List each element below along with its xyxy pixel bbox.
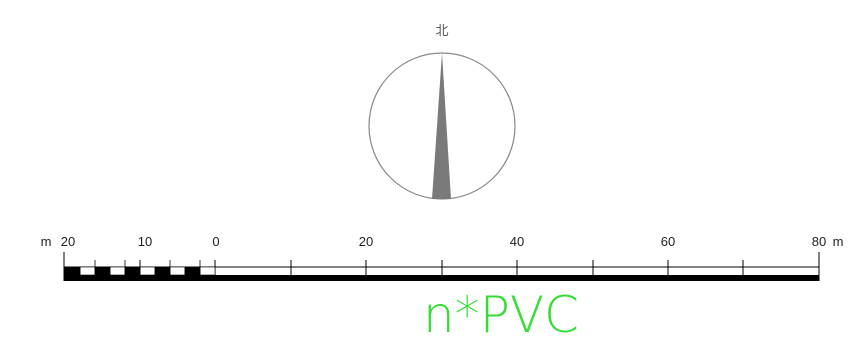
tick-label: 40 <box>510 234 524 249</box>
tick-label: 60 <box>661 234 675 249</box>
tick-label: 20 <box>359 234 373 249</box>
scale-bar: m 20 10 0 20 40 60 80 m <box>41 234 844 281</box>
pvc-annotation: n*PVC <box>423 286 579 337</box>
tick-label: 0 <box>212 234 219 249</box>
unit-label-left: m <box>41 234 52 249</box>
tick-label: 20 <box>61 234 75 249</box>
north-label: 北 <box>435 24 448 39</box>
tick-label: 10 <box>138 234 152 249</box>
scale-bar-subdivisions <box>64 260 216 281</box>
tick-label: 80 <box>812 234 826 249</box>
unit-label-right: m <box>833 234 844 249</box>
north-arrow: 北 <box>368 24 516 200</box>
north-needle-icon <box>432 53 451 199</box>
